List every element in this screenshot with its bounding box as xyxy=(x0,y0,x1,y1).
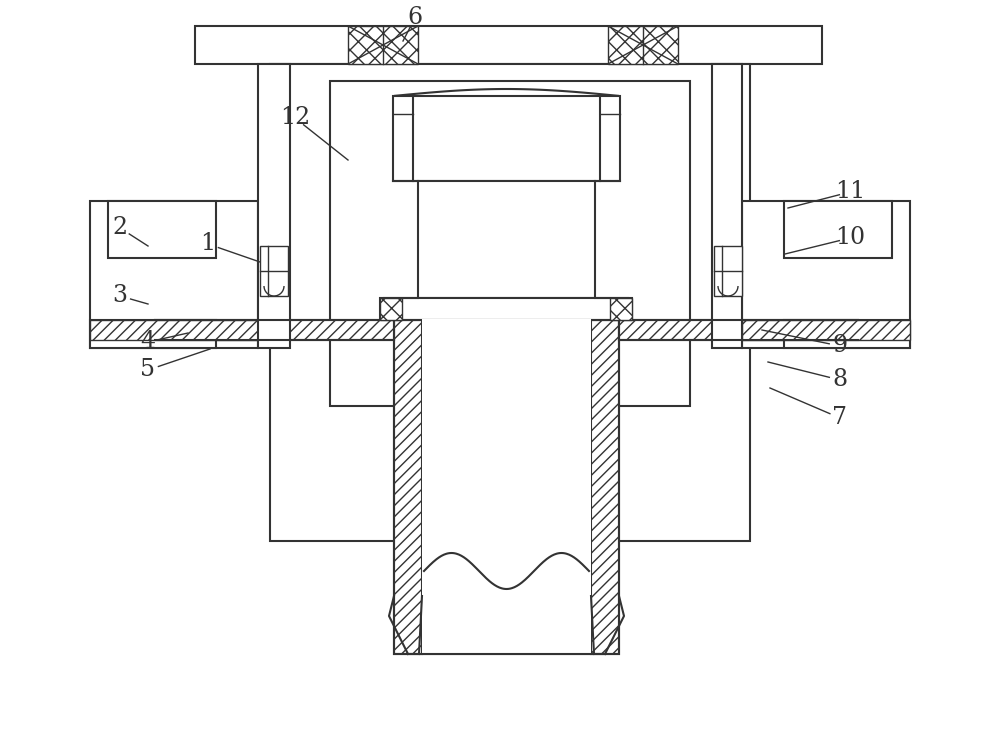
Text: 8: 8 xyxy=(832,369,848,392)
Polygon shape xyxy=(380,298,402,320)
Text: 10: 10 xyxy=(835,227,865,250)
Bar xyxy=(393,96,620,181)
Polygon shape xyxy=(155,320,394,340)
Polygon shape xyxy=(610,298,632,320)
Bar xyxy=(742,201,910,348)
Bar xyxy=(422,319,591,653)
Bar xyxy=(784,320,910,348)
Polygon shape xyxy=(591,320,619,654)
Bar xyxy=(270,64,750,541)
Text: 2: 2 xyxy=(112,216,128,239)
Polygon shape xyxy=(619,320,858,340)
Text: 5: 5 xyxy=(140,358,156,381)
Bar xyxy=(712,64,742,348)
Bar xyxy=(90,320,216,348)
Polygon shape xyxy=(348,26,418,64)
Text: 3: 3 xyxy=(112,285,128,308)
Bar xyxy=(258,64,290,348)
Bar xyxy=(784,201,892,258)
Bar xyxy=(330,81,690,406)
Bar xyxy=(108,201,216,258)
Bar xyxy=(260,246,288,296)
Text: 7: 7 xyxy=(832,406,848,430)
Bar xyxy=(418,181,595,298)
Text: 4: 4 xyxy=(140,330,156,353)
Text: 6: 6 xyxy=(407,7,423,29)
Text: 12: 12 xyxy=(280,107,310,130)
Text: 11: 11 xyxy=(835,180,865,203)
Polygon shape xyxy=(608,26,678,64)
Bar xyxy=(394,320,619,654)
Polygon shape xyxy=(394,320,422,654)
Text: 9: 9 xyxy=(832,334,848,358)
Bar xyxy=(195,26,822,64)
Bar xyxy=(90,201,258,348)
Polygon shape xyxy=(90,320,258,340)
Polygon shape xyxy=(742,320,910,340)
Bar xyxy=(714,246,742,296)
Bar xyxy=(380,298,632,320)
Text: 1: 1 xyxy=(200,233,216,255)
